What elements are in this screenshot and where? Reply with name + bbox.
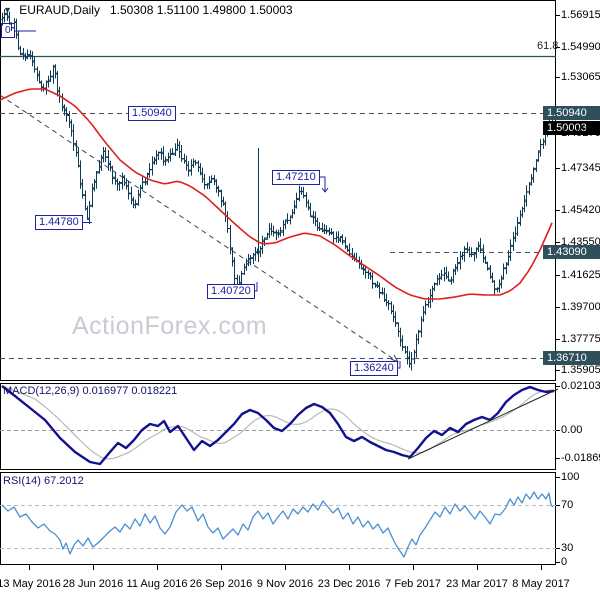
symbol-dropdown-icon[interactable]: ▼ [3, 5, 12, 15]
x-axis-date-label: 7 Feb 2017 [385, 578, 441, 590]
x-axis-date-label: 28 Jun 2016 [62, 578, 124, 590]
price-annotation-box[interactable]: 1.50940 [128, 106, 176, 121]
chart-header: ▼ EURAUD,Daily 1.50308 1.51100 1.49800 1… [3, 3, 293, 17]
price-annotation-box[interactable]: 1.36240 [350, 361, 398, 376]
x-axis-date-label: 13 May 2016 [0, 578, 61, 590]
rsi-axis-label: 100 [561, 471, 580, 483]
x-axis-date-label: 11 Aug 2016 [126, 578, 188, 590]
x-axis-date-label: 23 Mar 2017 [446, 578, 508, 590]
x-axis-date-label: 26 Sep 2016 [189, 578, 253, 590]
price-annotation-box[interactable]: 1.47210 [272, 170, 320, 185]
macd-axis-label: -0.018695 [561, 452, 600, 464]
macd-axis-label: 0.021032 [561, 380, 600, 392]
symbol-label: EURAUD,Daily [19, 3, 100, 17]
x-axis-date-label: 8 May 2017 [512, 578, 570, 590]
watermark: ActionForex.com [72, 312, 268, 340]
y-axis-label: 1.49270 [561, 127, 600, 139]
axis-price-tag: 1.50940 [543, 106, 600, 120]
y-axis-label: 1.35905 [561, 364, 600, 376]
y-axis-label: 1.54990 [561, 41, 600, 53]
fib-level-label: 61.8 [537, 40, 559, 52]
rsi-indicator-label: RSI(14) 67.2012 [3, 475, 84, 487]
y-axis-label: 1.43550 [561, 236, 600, 248]
y-axis-label: 1.37775 [561, 333, 600, 345]
y-axis-label: 1.39700 [561, 301, 600, 313]
rsi-axis-label: 70 [561, 499, 574, 511]
macd-indicator-label: MACD(12,26,9) 0.016977 0.018221 [3, 385, 178, 397]
y-axis-label: 1.47345 [561, 162, 600, 174]
fib-zero-marker[interactable]: 0 [1, 23, 15, 38]
rsi-axis-label: 30 [561, 542, 574, 554]
y-axis-label: 1.41625 [561, 269, 600, 281]
ohlc-values: 1.50308 1.51100 1.49800 1.50003 [109, 3, 293, 17]
axis-price-tag: 1.43090 [543, 245, 600, 259]
y-axis-label: 1.45420 [561, 204, 600, 216]
axis-price-tag: 1.36710 [543, 351, 600, 365]
x-axis-date-label: 9 Nov 2016 [256, 578, 314, 590]
current-price-tag: 1.50003 [543, 121, 600, 135]
price-annotation-box[interactable]: 1.44780 [35, 215, 83, 230]
rsi-axis-label: 0 [561, 556, 568, 568]
macd-axis-label: 0.00 [561, 424, 583, 436]
y-axis-label: 1.56915 [561, 9, 600, 21]
x-axis-date-label: 23 Dec 2016 [317, 578, 381, 590]
price-annotation-box[interactable]: 1.40720 [207, 284, 255, 299]
y-axis-label: 1.53065 [561, 71, 600, 83]
